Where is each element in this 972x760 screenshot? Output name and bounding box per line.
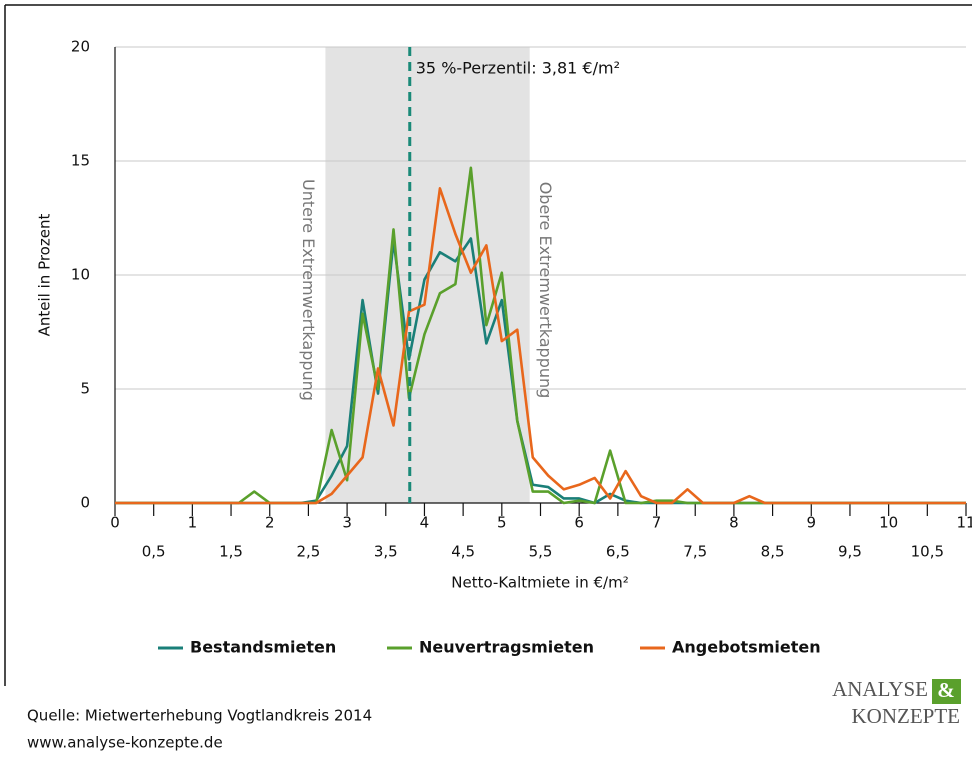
x-tick-label: 10: [879, 514, 898, 532]
y-tick-label: 5: [80, 380, 90, 398]
x-tick-label: 11: [956, 514, 972, 532]
y-tick-label: 20: [71, 38, 90, 56]
x-tick-label: 8: [729, 514, 739, 532]
logo-text: KONZEPTE: [852, 704, 961, 728]
x-tick-label: 8,5: [761, 543, 785, 561]
x-tick-label: 6,5: [606, 543, 630, 561]
x-tick-label: 4: [420, 514, 430, 532]
logo-amp: &: [937, 678, 955, 702]
x-tick-label: 7,5: [683, 543, 707, 561]
x-tick-label: 5: [497, 514, 507, 532]
x-tick-label: 7: [652, 514, 662, 532]
x-tick-label: 3,5: [374, 543, 398, 561]
region-label: Obere Extremwertkappung: [536, 182, 555, 399]
x-tick-label: 0,5: [142, 543, 166, 561]
y-tick-label: 10: [71, 266, 90, 284]
logo-box: [932, 679, 961, 704]
source: Quelle: Mietwerterhebung Vogtlandkreis 2…: [27, 707, 372, 725]
x-tick-label: 2,5: [296, 543, 320, 561]
y-tick-label: 0: [80, 494, 90, 512]
region-label: Untere Extremwertkappung: [299, 179, 318, 401]
x-tick-label: 1: [188, 514, 198, 532]
legend-label: Neuvertragsmieten: [419, 638, 594, 657]
x-tick-label: 5,5: [529, 543, 553, 561]
url: www.analyse-konzepte.de: [27, 734, 223, 752]
x-tick-label: 3: [342, 514, 352, 532]
x-tick-label: 4,5: [451, 543, 475, 561]
series-line: [115, 187, 966, 505]
x-tick-label: 9: [806, 514, 816, 532]
logo-text: ANALYSE: [832, 677, 928, 701]
x-tick-label: 9,5: [838, 543, 862, 561]
x-tick-label: 10,5: [911, 543, 944, 561]
x-axis-title: Netto-Kaltmiete in €/m²: [451, 574, 628, 592]
legend-label: Angebotsmieten: [672, 638, 821, 657]
x-tick-label: 2: [265, 514, 275, 532]
x-tick-label: 6: [574, 514, 584, 532]
y-tick-label: 15: [71, 152, 90, 170]
x-tick-label: 0: [110, 514, 120, 532]
y-axis-title: Anteil in Prozent: [36, 214, 54, 337]
x-tick-label: 1,5: [219, 543, 243, 561]
legend-label: Bestandsmieten: [190, 638, 336, 657]
percentile-label: 35 %-Perzentil: 3,81 €/m²: [416, 59, 620, 78]
